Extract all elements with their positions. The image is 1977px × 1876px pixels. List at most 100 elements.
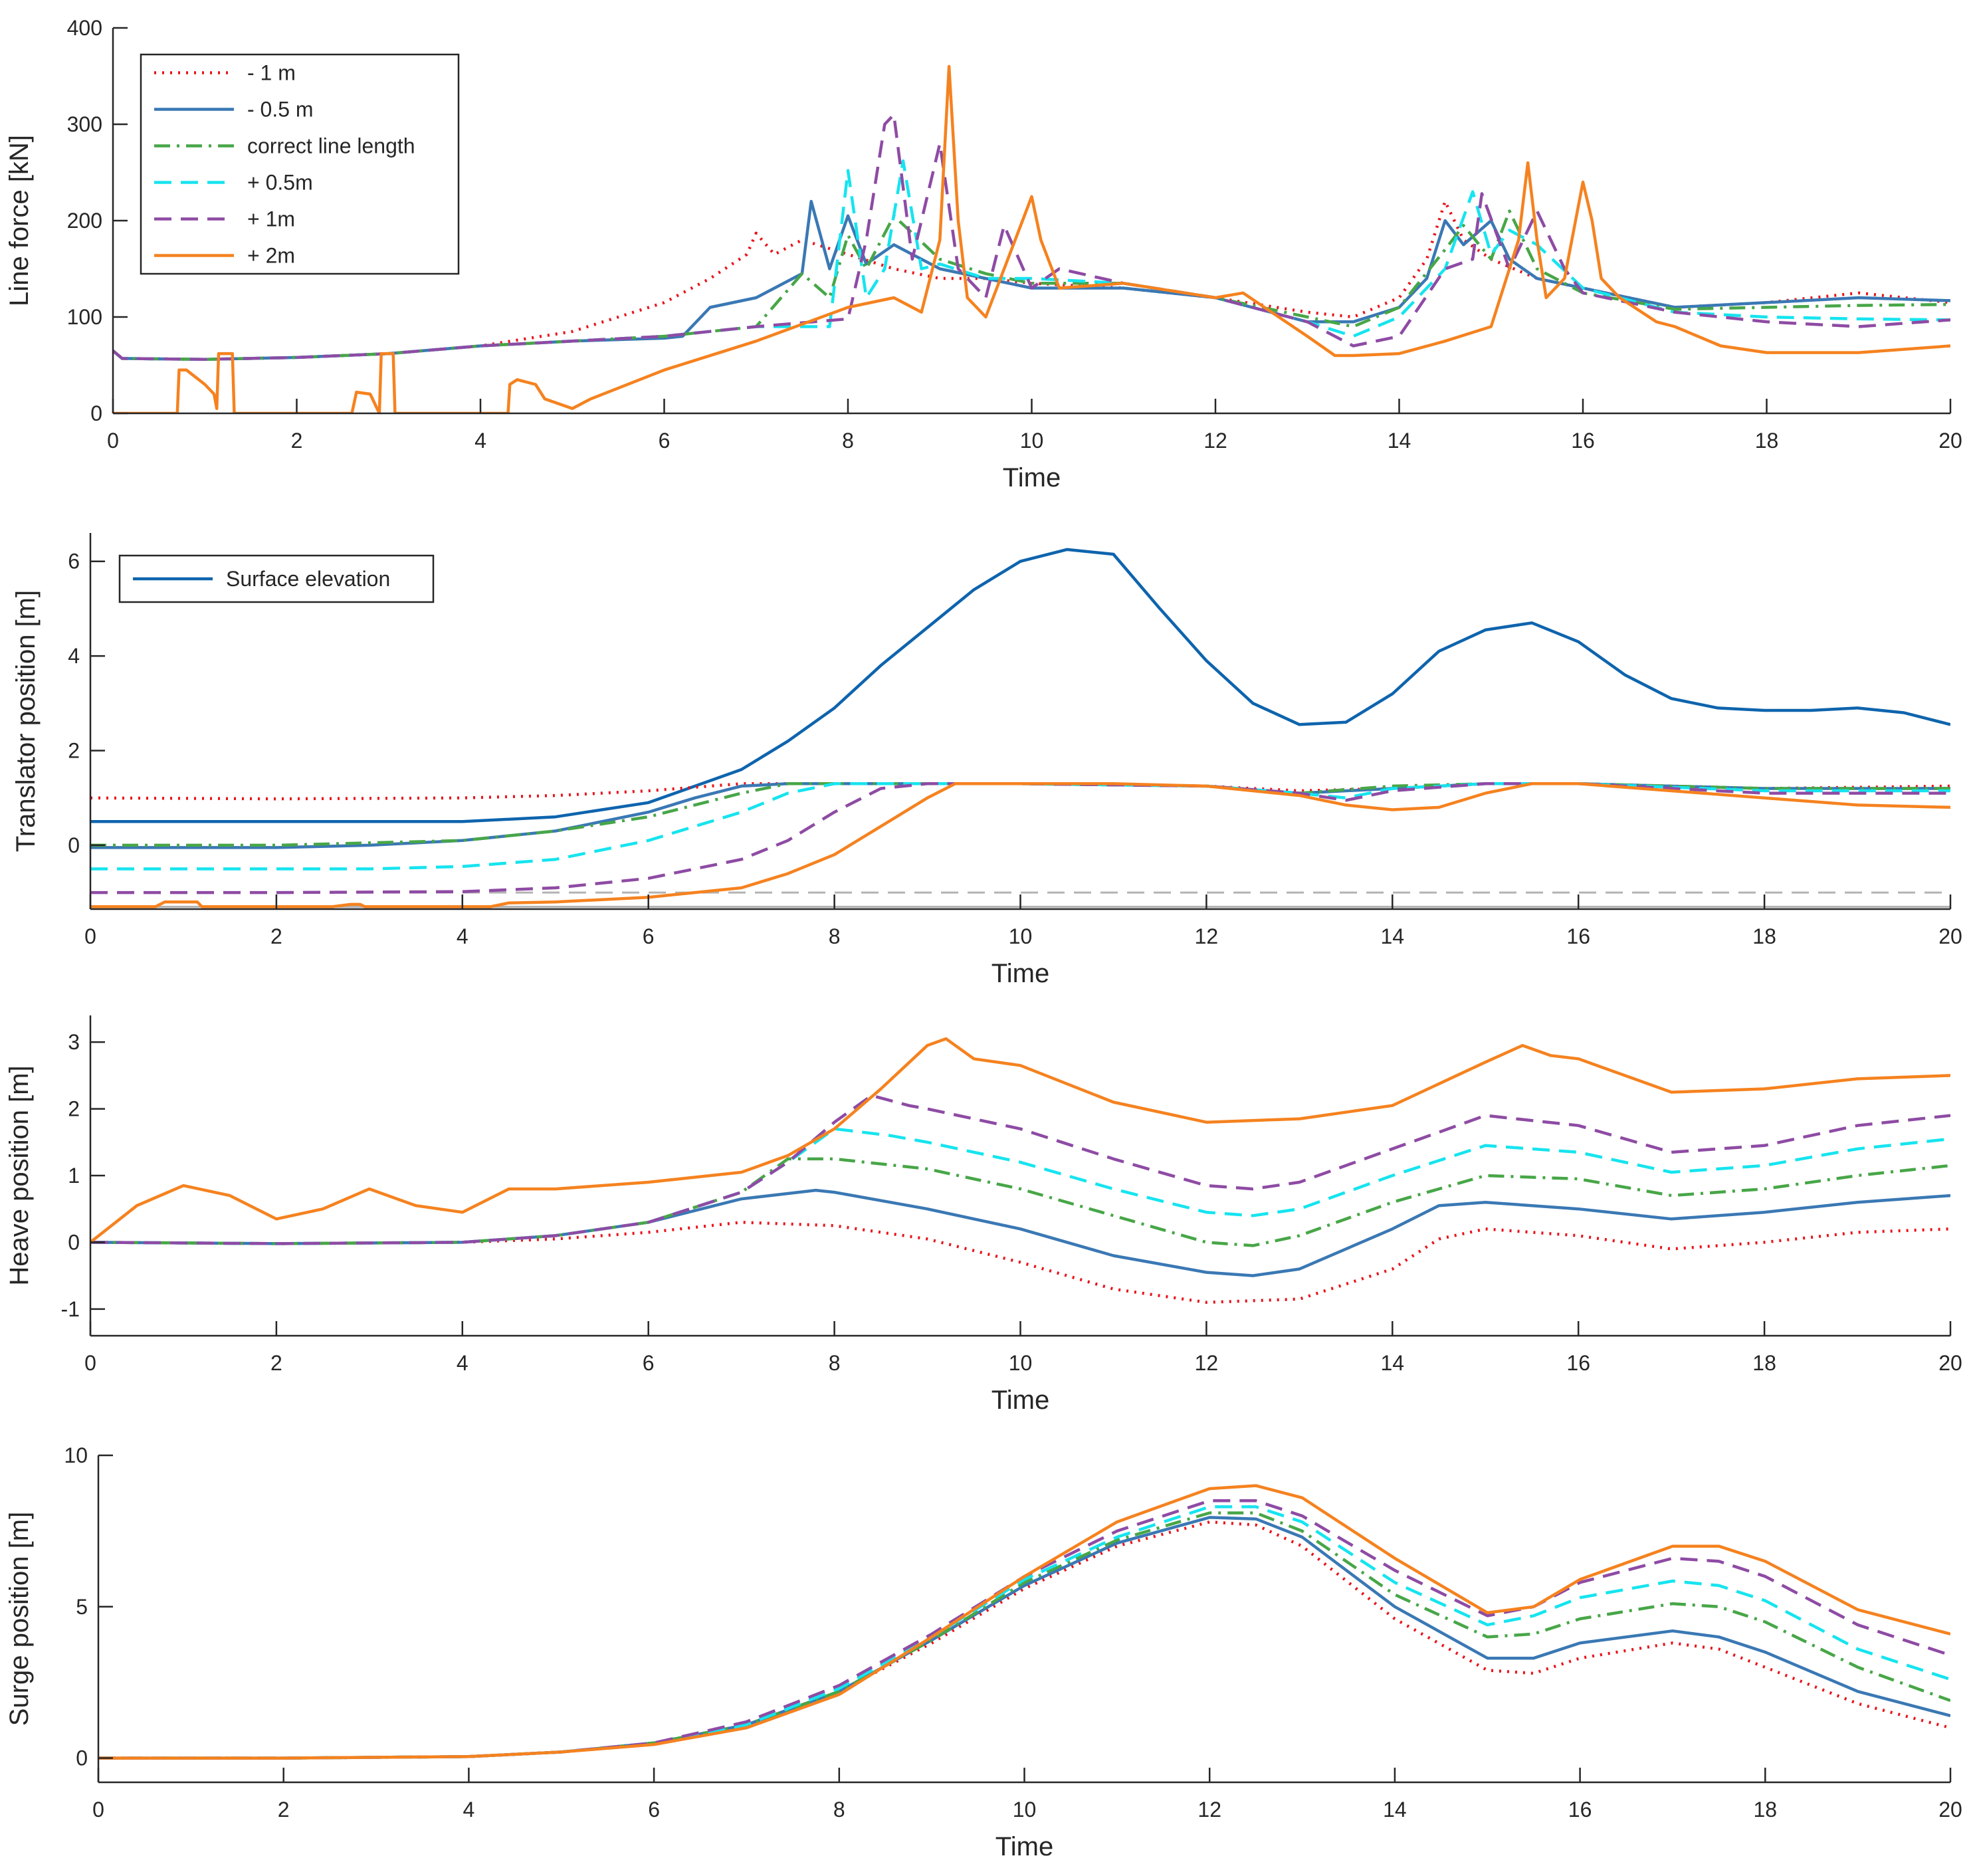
x-tick-label: 10: [1009, 924, 1033, 948]
series-line-4: [98, 1505, 1950, 1760]
series-line-4: [90, 1127, 1950, 1245]
x-tick-label: 6: [643, 1351, 655, 1375]
x-tick-label: 8: [842, 429, 854, 453]
series-line-6: [90, 1037, 1950, 1244]
y-tick-label: 2: [68, 1097, 80, 1121]
y-axis-label: Line force [kN]: [5, 135, 34, 306]
y-tick-label: 5: [76, 1595, 88, 1619]
series-line-1: [90, 548, 1950, 823]
y-tick-label: 0: [76, 1746, 88, 1770]
series-line-1: [113, 199, 1950, 362]
series-line-6: [90, 782, 1950, 894]
series-line-2: [98, 1516, 1950, 1760]
x-tick-label: 14: [1381, 924, 1405, 948]
x-tick-label: 20: [1938, 924, 1962, 948]
x-tick-label: 6: [648, 1798, 660, 1822]
legend: - 1 m - 0.5 m correct line length + 0.5m + 1…: [140, 53, 460, 275]
x-tick-label: 4: [457, 1351, 468, 1375]
x-tick-label: 10: [1020, 429, 1044, 453]
x-axis-label: Time: [1003, 463, 1061, 492]
y-axis-label: Heave position [m]: [5, 1065, 34, 1285]
x-tick-label: 4: [463, 1798, 475, 1822]
y-tick-label: -1: [61, 1297, 80, 1321]
x-tick-label: 12: [1197, 1798, 1221, 1822]
x-tick-label: 2: [270, 924, 282, 948]
x-tick-label: 16: [1571, 429, 1595, 453]
x-tick-label: 12: [1195, 1351, 1219, 1375]
legend-label: + 0.5m: [247, 171, 313, 195]
series-line-3: [90, 782, 1950, 849]
y-tick-label: 300: [67, 112, 102, 136]
x-tick-label: 16: [1566, 1351, 1590, 1375]
y-tick-label: 6: [68, 550, 80, 573]
x-tick-label: 18: [1754, 1798, 1778, 1822]
x-tick-label: 16: [1566, 924, 1590, 948]
series-group: [90, 548, 1950, 908]
x-tick-label: 4: [474, 429, 486, 453]
series-line-4: [90, 782, 1950, 847]
panel-4: 0 2 4 6 8 10 12 14 16 18 20 0 5 10 Time Surge position …: [5, 1443, 1962, 1861]
y-tick-label: 400: [67, 16, 102, 40]
x-tick-label: 0: [92, 1798, 104, 1822]
x-tick-label: 20: [1938, 1351, 1962, 1375]
series-line-5: [98, 1499, 1950, 1760]
y-tick-label: 10: [64, 1443, 88, 1467]
series-line-6: [113, 64, 1950, 413]
y-tick-label: 3: [68, 1030, 80, 1054]
x-tick-label: 0: [84, 1351, 96, 1375]
x-tick-label: 14: [1381, 1351, 1405, 1375]
x-tick-label: 6: [643, 924, 655, 948]
y-tick-label: 200: [67, 209, 102, 233]
x-tick-label: 8: [833, 1798, 845, 1822]
x-tick-label: 14: [1383, 1798, 1407, 1822]
y-tick-label: 0: [68, 1230, 80, 1254]
x-tick-label: 2: [270, 1351, 282, 1375]
y-tick-label: 100: [67, 305, 102, 329]
x-axis-label: Time: [991, 1386, 1049, 1415]
y-tick-label: 2: [68, 738, 80, 762]
series-line-1: [90, 1221, 1950, 1304]
x-tick-label: 4: [457, 924, 468, 948]
series-line-5: [90, 782, 1950, 871]
x-tick-label: 10: [1013, 1798, 1037, 1822]
series-line-1: [98, 1520, 1950, 1760]
panel-2: 0 2 4 6 8 10 12 14 16 18 20 0 2 4 6 Time Translator posi…: [11, 533, 1962, 988]
legend-label: - 1 m: [247, 61, 296, 85]
series-group: [98, 1484, 1950, 1760]
legend-label: correct line length: [247, 134, 415, 158]
legend-box: [140, 53, 460, 275]
x-tick-label: 14: [1388, 429, 1411, 453]
legend-label: + 2m: [247, 244, 295, 268]
series-line-7: [90, 782, 1950, 908]
x-tick-label: 8: [829, 1351, 841, 1375]
x-tick-label: 12: [1195, 924, 1219, 948]
series-group: [90, 1037, 1950, 1304]
y-tick-label: 1: [68, 1164, 80, 1188]
x-tick-label: 16: [1568, 1798, 1592, 1822]
x-tick-label: 8: [829, 924, 841, 948]
series-group: [113, 64, 1950, 413]
x-tick-label: 18: [1752, 1351, 1776, 1375]
series-line-5: [90, 1094, 1950, 1245]
series-line-6: [98, 1484, 1950, 1760]
y-axis-label: Surge position [m]: [5, 1512, 34, 1726]
y-axis-label: Translator position [m]: [11, 590, 41, 852]
x-tick-label: 2: [291, 429, 303, 453]
x-tick-label: 10: [1009, 1351, 1033, 1375]
y-tick-label: 0: [68, 833, 80, 857]
x-tick-label: 20: [1938, 1798, 1962, 1822]
series-line-5: [113, 113, 1950, 362]
legend-label: - 0.5 m: [247, 98, 314, 122]
x-tick-label: 0: [84, 924, 96, 948]
x-axis-label: Time: [991, 959, 1049, 988]
legend-label: + 1m: [247, 207, 295, 231]
x-tick-label: 18: [1752, 924, 1776, 948]
series-line-3: [98, 1511, 1950, 1760]
x-tick-label: 0: [107, 429, 119, 453]
y-tick-label: 4: [68, 644, 80, 668]
x-tick-label: 2: [278, 1798, 290, 1822]
legend-label: Surface elevation: [226, 567, 390, 591]
